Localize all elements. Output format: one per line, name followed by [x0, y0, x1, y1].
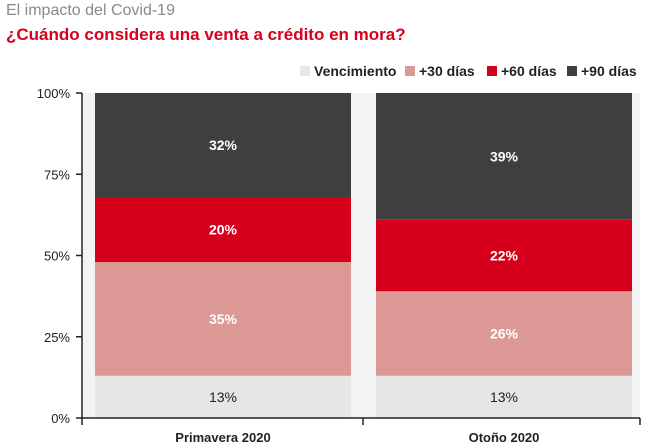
legend-label: +90 días — [581, 63, 637, 79]
legend-swatch — [567, 66, 577, 76]
bar-segment — [376, 291, 632, 376]
bar-segment — [95, 262, 351, 376]
bar-segment — [376, 375, 632, 418]
y-tick-label: 0% — [51, 411, 70, 426]
data-label: 22% — [490, 248, 519, 264]
data-label: 32% — [209, 137, 238, 153]
legend-label: +60 días — [501, 63, 557, 79]
bar-segment — [376, 93, 632, 220]
y-tick-label: 25% — [44, 330, 70, 345]
data-label: 26% — [490, 326, 519, 342]
bar-segment — [95, 93, 351, 197]
bar-segment — [95, 197, 351, 262]
y-tick-label: 50% — [44, 249, 70, 264]
y-tick-label: 75% — [44, 167, 70, 182]
data-label: 13% — [209, 389, 237, 405]
legend-label: Vencimiento — [314, 63, 396, 79]
data-label: 13% — [490, 389, 518, 405]
chart-title: El impacto del Covid-19 — [6, 2, 175, 19]
legend-swatch — [405, 66, 415, 76]
x-tick-label: Primavera 2020 — [175, 430, 270, 445]
bar-segment — [95, 375, 351, 418]
y-tick-label: 100% — [37, 86, 71, 101]
data-label: 39% — [490, 148, 519, 164]
bar-segment — [376, 219, 632, 292]
x-tick-label: Otoño 2020 — [469, 430, 540, 445]
legend-swatch — [487, 66, 497, 76]
data-label: 35% — [209, 311, 238, 327]
legend-swatch — [300, 66, 310, 76]
data-label: 20% — [209, 222, 238, 238]
chart-subtitle: ¿Cuándo considera una venta a crédito en… — [6, 25, 406, 44]
legend-label: +30 días — [419, 63, 475, 79]
